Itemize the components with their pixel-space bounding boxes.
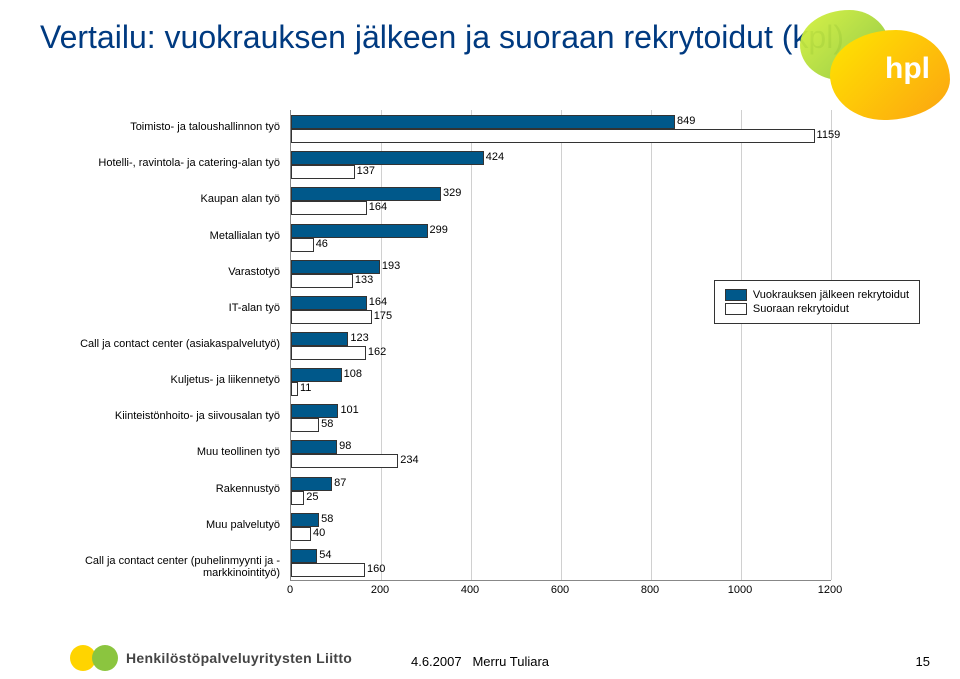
legend-item: Suoraan rekrytoidut [725,303,909,315]
bar [291,346,366,360]
value-label: 234 [400,454,418,466]
bar [291,238,314,252]
category-label: Rakennustyö [40,483,280,495]
value-label: 101 [340,404,358,416]
bar [291,332,348,346]
bar [291,513,319,527]
legend-label: Suoraan rekrytoidut [753,303,849,315]
bar [291,454,398,468]
footer-date: 4.6.2007 [411,654,462,669]
value-label: 58 [321,418,333,430]
bar [291,563,365,577]
value-label: 40 [313,527,325,539]
category-label: Kiinteistönhoito- ja siivousalan työ [40,410,280,422]
category-label: Hotelli-, ravintola- ja catering-alan ty… [40,157,280,169]
value-label: 329 [443,187,461,199]
bar [291,187,441,201]
value-label: 133 [355,274,373,286]
bar [291,310,372,324]
x-tick-label: 400 [461,584,479,596]
value-label: 299 [430,224,448,236]
value-label: 137 [357,165,375,177]
bar [291,151,484,165]
x-tick-label: 0 [287,584,293,596]
bar [291,440,337,454]
footer-center: 4.6.2007 Merru Tuliara [0,654,960,669]
category-label: IT-alan työ [40,302,280,314]
swatch-icon [725,303,747,315]
value-label: 164 [369,201,387,213]
value-label: 164 [369,296,387,308]
x-tick-label: 1200 [818,584,842,596]
value-label: 54 [319,549,331,561]
brand-logo: hpl [780,10,960,120]
legend-label: Vuokrauksen jälkeen rekrytoidut [753,289,909,301]
value-label: 11 [300,382,311,394]
value-label: 123 [350,332,368,344]
bar [291,418,319,432]
value-label: 175 [374,310,392,322]
bar [291,201,367,215]
category-label: Varastotyö [40,266,280,278]
footer-author: Merru Tuliara [472,654,549,669]
slide: Vertailu: vuokrauksen jälkeen ja suoraan… [0,0,960,679]
category-label: Call ja contact center (asiakaspalveluty… [40,338,280,350]
bar [291,404,338,418]
bar [291,224,428,238]
bar [291,296,367,310]
value-label: 193 [382,260,400,272]
value-label: 108 [344,368,362,380]
bar [291,115,675,129]
category-label: Call ja contact center (puhelinmyynti ja… [40,555,280,579]
bar [291,260,380,274]
x-tick-label: 800 [641,584,659,596]
value-label: 849 [677,115,695,127]
value-label: 162 [368,346,386,358]
category-label: Muu teollinen työ [40,446,280,458]
bar [291,165,355,179]
value-label: 58 [321,513,333,525]
bar [291,382,298,396]
category-label: Toimisto- ja taloushallinnon työ [40,121,280,133]
bar [291,274,353,288]
legend: Vuokrauksen jälkeen rekrytoidut Suoraan … [714,280,920,324]
category-label: Kaupan alan työ [40,193,280,205]
bar [291,477,332,491]
bar [291,491,304,505]
brand-logo-text: hpl [885,52,930,86]
bar [291,549,317,563]
bar [291,129,815,143]
value-label: 87 [334,477,346,489]
chart: 8491159424137329164299461931331641751231… [40,110,920,620]
category-label: Muu palvelutyö [40,519,280,531]
bar [291,527,311,541]
value-label: 1159 [817,129,841,141]
plot-area: 8491159424137329164299461931331641751231… [290,110,831,581]
x-tick-label: 600 [551,584,569,596]
legend-item: Vuokrauksen jälkeen rekrytoidut [725,289,909,301]
value-label: 424 [486,151,504,163]
x-tick-label: 1000 [728,584,752,596]
swatch-icon [725,289,747,301]
value-label: 46 [316,238,328,250]
category-label: Metallialan työ [40,230,280,242]
value-label: 160 [367,563,385,575]
x-tick-label: 200 [371,584,389,596]
value-label: 98 [339,440,351,452]
value-label: 25 [306,491,318,503]
bar [291,368,342,382]
category-label: Kuljetus- ja liikennetyö [40,374,280,386]
footer-page: 15 [916,654,930,669]
